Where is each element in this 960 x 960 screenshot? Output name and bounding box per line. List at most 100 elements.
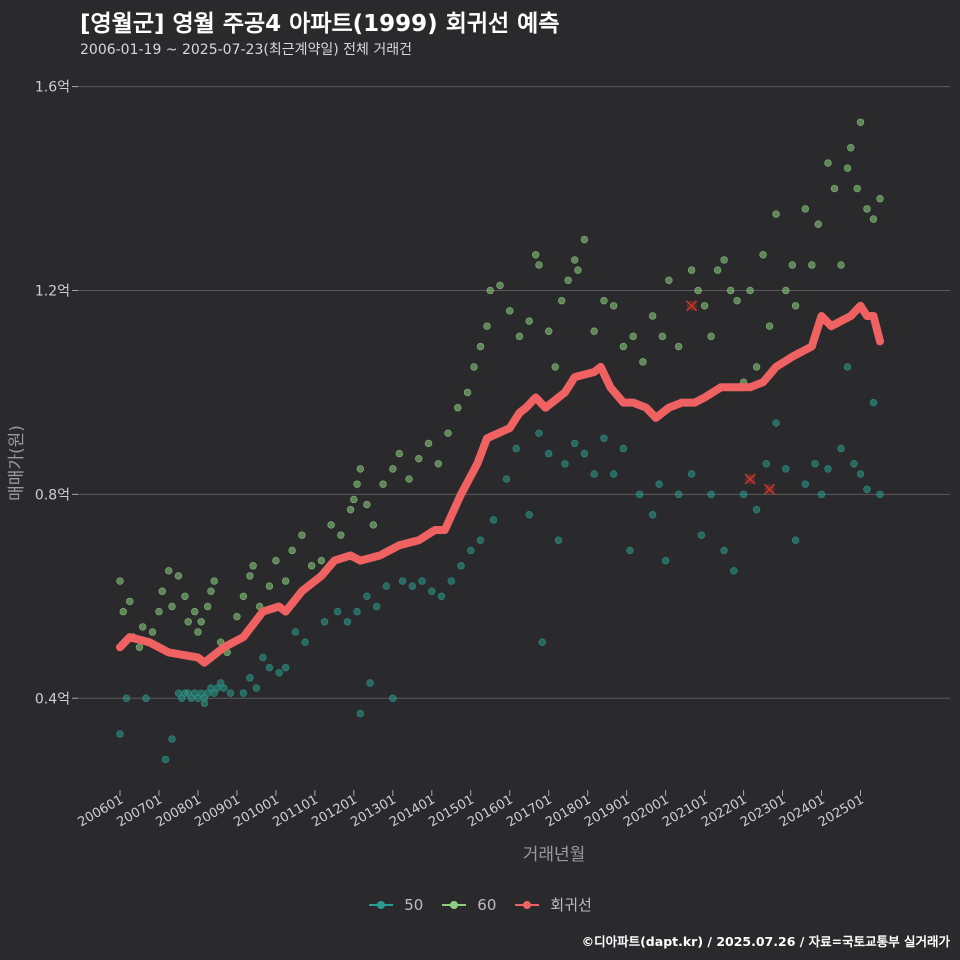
data-point-50 xyxy=(730,567,738,575)
x-tick-label: 202501 xyxy=(816,792,866,830)
data-point-60 xyxy=(265,582,274,590)
data-point-50 xyxy=(545,449,553,458)
data-point-60 xyxy=(506,307,514,315)
data-point-50 xyxy=(363,592,371,601)
chart-title: [영월군] 영월 주공4 아파트(1999) 회귀선 예측 xyxy=(80,11,560,37)
data-point-50 xyxy=(824,465,832,473)
data-point-60 xyxy=(532,251,540,259)
data-point-50 xyxy=(626,546,634,555)
data-point-50 xyxy=(811,460,819,468)
data-point-50 xyxy=(408,582,417,590)
data-point-50 xyxy=(869,398,878,407)
data-point-50 xyxy=(817,490,826,499)
data-point-60 xyxy=(791,302,800,310)
data-point-60 xyxy=(707,332,715,341)
data-point-60 xyxy=(847,144,855,152)
legend: 50 60 회귀선 xyxy=(0,894,960,915)
data-point-50 xyxy=(674,490,683,499)
data-point-60 xyxy=(424,439,433,448)
data-point-60 xyxy=(210,577,218,585)
data-point-60 xyxy=(353,480,361,488)
data-point-60 xyxy=(369,521,378,529)
legend-label-60: 60 xyxy=(477,895,497,914)
source-caption: ©디아파트(dapt.kr) / 2025.07.26 / 자료=국토교통부 실… xyxy=(581,934,950,949)
data-point-60 xyxy=(126,597,134,606)
data-point-60 xyxy=(197,618,205,626)
data-point-50 xyxy=(561,460,569,468)
data-point-60 xyxy=(356,465,365,473)
data-point-50 xyxy=(863,485,871,493)
legend-key-60 xyxy=(441,898,467,912)
data-point-50 xyxy=(590,470,598,478)
data-point-60 xyxy=(415,454,423,463)
data-point-50 xyxy=(697,531,706,539)
data-point-60 xyxy=(545,327,553,335)
data-point-50 xyxy=(320,618,329,626)
data-point-60 xyxy=(148,628,157,636)
data-point-50 xyxy=(168,735,176,743)
data-point-50 xyxy=(843,363,852,371)
data-point-60 xyxy=(525,317,533,325)
data-point-60 xyxy=(700,302,709,310)
chart-subtitle: 2006-01-19 ~ 2025-07-23(최근계약일) 전체 거래건 xyxy=(80,42,412,58)
data-point-60 xyxy=(648,312,657,320)
data-point-50 xyxy=(418,577,426,585)
data-point-60 xyxy=(830,184,839,193)
y-tick-label: 1.6억 xyxy=(35,80,70,96)
data-point-50 xyxy=(720,546,728,555)
data-point-50 xyxy=(850,460,858,468)
data-point-60 xyxy=(629,332,637,341)
data-point-50 xyxy=(398,577,407,585)
data-point-50 xyxy=(538,638,546,646)
data-point-60 xyxy=(476,342,485,351)
data-point-60 xyxy=(853,184,861,193)
data-point-60 xyxy=(571,256,579,264)
data-point-50 xyxy=(791,536,800,544)
data-point-60 xyxy=(191,607,199,616)
legend-item-60[interactable]: 60 xyxy=(441,896,496,914)
y-tick-label: 0.8억 xyxy=(35,487,70,503)
data-point-60 xyxy=(609,302,618,310)
data-point-60 xyxy=(470,363,478,371)
data-point-50 xyxy=(837,444,845,453)
data-point-60 xyxy=(363,500,371,509)
data-point-50 xyxy=(600,434,608,442)
data-point-60 xyxy=(824,159,832,167)
y-tick-label: 1.2억 xyxy=(35,283,70,299)
data-point-60 xyxy=(184,618,192,626)
data-point-50 xyxy=(353,607,361,616)
data-point-60 xyxy=(843,164,852,172)
data-point-50 xyxy=(382,582,391,590)
data-point-50 xyxy=(661,556,670,565)
data-point-50 xyxy=(389,694,397,702)
data-point-60 xyxy=(337,531,345,539)
data-point-50 xyxy=(739,490,748,499)
data-point-50 xyxy=(609,470,618,478)
data-point-50 xyxy=(525,511,533,519)
data-point-60 xyxy=(658,332,667,341)
data-point-50 xyxy=(265,663,274,672)
data-point-60 xyxy=(158,587,166,595)
data-point-50 xyxy=(226,689,235,697)
data-point-60 xyxy=(168,602,176,611)
data-point-50 xyxy=(122,694,131,702)
data-point-60 xyxy=(379,480,387,488)
data-point-50 xyxy=(707,490,715,499)
legend-item-50[interactable]: 50 xyxy=(368,896,423,914)
data-point-50 xyxy=(635,490,644,499)
outlier-x-mark xyxy=(686,300,698,312)
data-point-50 xyxy=(752,505,761,514)
data-point-60 xyxy=(327,521,335,529)
data-point-60 xyxy=(135,643,144,651)
legend-item-regression[interactable]: 회귀선 xyxy=(514,894,592,915)
data-point-60 xyxy=(808,261,816,269)
data-point-60 xyxy=(454,404,462,412)
data-point-60 xyxy=(876,195,884,203)
data-point-60 xyxy=(405,475,413,483)
data-point-60 xyxy=(720,256,728,264)
x-axis-title: 거래년월 xyxy=(523,845,586,865)
data-point-60 xyxy=(434,460,442,468)
data-point-60 xyxy=(564,276,572,284)
data-point-60 xyxy=(535,261,543,269)
data-point-50 xyxy=(535,429,543,437)
